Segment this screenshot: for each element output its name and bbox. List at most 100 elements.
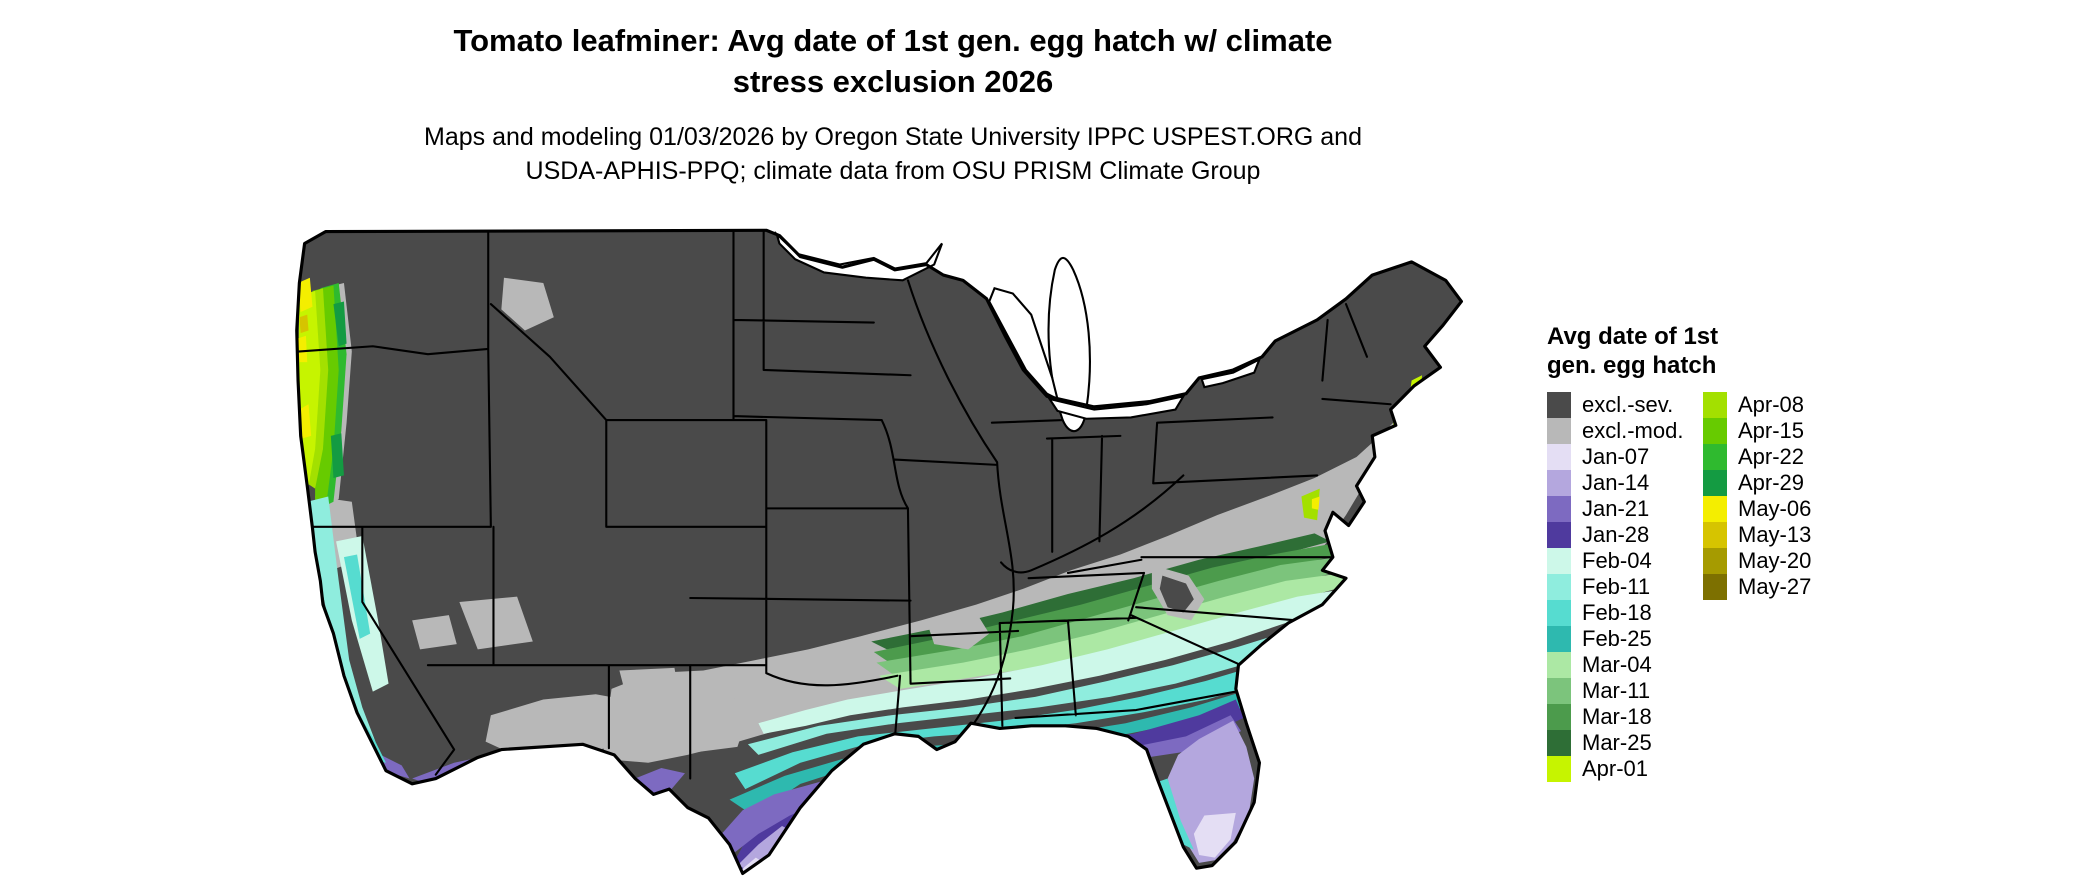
region-jan14 bbox=[737, 720, 1255, 871]
region-excl-mod-intrusions bbox=[669, 565, 1205, 753]
legend-item: Mar-11 bbox=[1547, 678, 1703, 704]
legend-item: May-13 bbox=[1703, 522, 1811, 548]
legend-swatch bbox=[1547, 600, 1571, 626]
title-line-1: Tomato leafminer: Avg date of 1st gen. e… bbox=[453, 23, 1333, 58]
lake-ontario bbox=[1200, 357, 1262, 389]
legend-swatch bbox=[1703, 522, 1727, 548]
legend-title-line-2: gen. egg hatch bbox=[1547, 352, 1717, 379]
legend-item: Apr-29 bbox=[1703, 470, 1811, 496]
region-mar04 bbox=[879, 572, 1347, 689]
legend-swatch bbox=[1547, 574, 1571, 600]
legend-label: Feb-25 bbox=[1582, 626, 1652, 651]
legend-label: Mar-11 bbox=[1582, 678, 1651, 703]
legend-label: Apr-15 bbox=[1738, 418, 1805, 443]
legend-swatch bbox=[1547, 678, 1571, 704]
legend-column-2: Apr-08 Apr-15 Apr-22 Apr-29 May-06 May-1… bbox=[1703, 392, 1811, 782]
legend-label: May-13 bbox=[1738, 522, 1812, 547]
legend-swatch bbox=[1703, 574, 1727, 600]
legend-item: May-20 bbox=[1703, 548, 1811, 574]
legend-item: May-06 bbox=[1703, 496, 1811, 522]
legend-label: Feb-04 bbox=[1582, 548, 1652, 573]
legend-swatch bbox=[1547, 756, 1571, 782]
region-apr29-pnw bbox=[330, 301, 347, 479]
legend-item: excl.-mod. bbox=[1547, 418, 1703, 444]
legend-label: Apr-22 bbox=[1738, 444, 1805, 469]
legend-swatch bbox=[1547, 392, 1571, 418]
us-map bbox=[281, 225, 1527, 884]
us-map-svg bbox=[295, 228, 1464, 876]
legend-swatch bbox=[1703, 548, 1727, 574]
legend-column-1: excl.-sev. excl.-mod. Jan-07 Jan-14 Jan-… bbox=[1547, 392, 1703, 782]
region-jan07 bbox=[740, 812, 1236, 874]
legend-item: Feb-25 bbox=[1547, 626, 1703, 652]
legend-label: May-20 bbox=[1738, 548, 1812, 573]
subtitle-line-2: USDA-APHIS-PPQ; climate data from OSU PR… bbox=[525, 157, 1261, 185]
legend-item: Mar-18 bbox=[1547, 704, 1703, 730]
legend-label: excl.-sev. bbox=[1582, 392, 1674, 417]
legend-swatch bbox=[1547, 418, 1571, 444]
legend-swatch bbox=[1547, 548, 1571, 574]
legend-item: Apr-15 bbox=[1703, 418, 1811, 444]
legend-swatch bbox=[1547, 522, 1571, 548]
legend-item: Jan-21 bbox=[1547, 496, 1703, 522]
legend-item: Jan-28 bbox=[1547, 522, 1703, 548]
legend-label: Feb-11 bbox=[1582, 574, 1651, 599]
region-may13-pnw bbox=[299, 314, 309, 334]
legend-label: Mar-04 bbox=[1582, 652, 1652, 677]
legend-item: Feb-04 bbox=[1547, 548, 1703, 574]
title-line-2: stress exclusion 2026 bbox=[732, 64, 1054, 99]
legend-label: Jan-14 bbox=[1582, 470, 1650, 495]
legend-title-line-1: Avg date of 1st bbox=[1547, 323, 1719, 350]
legend-swatch bbox=[1547, 730, 1571, 756]
map-legend: Avg date of 1st gen. egg hatch excl.-sev… bbox=[1547, 322, 1977, 782]
legend-label: excl.-mod. bbox=[1582, 418, 1684, 443]
legend-item: Jan-14 bbox=[1547, 470, 1703, 496]
page-title: Tomato leafminer: Avg date of 1st gen. e… bbox=[293, 20, 1493, 102]
lake-huron bbox=[988, 286, 1060, 401]
legend-item: Mar-04 bbox=[1547, 652, 1703, 678]
legend-swatch bbox=[1547, 704, 1571, 730]
region-may06-pnw bbox=[298, 277, 313, 439]
legend-label: Mar-18 bbox=[1582, 704, 1652, 729]
legend-item: excl.-sev. bbox=[1547, 392, 1703, 418]
region-mar25 bbox=[871, 533, 1331, 650]
legend-swatch bbox=[1547, 496, 1571, 522]
legend-title: Avg date of 1st gen. egg hatch bbox=[1547, 322, 1977, 380]
legend-swatch bbox=[1547, 470, 1571, 496]
legend-item: Feb-11 bbox=[1547, 574, 1703, 600]
page-subtitle: Maps and modeling 01/03/2026 by Oregon S… bbox=[293, 120, 1493, 188]
region-excl-sev-appalachia bbox=[1159, 575, 1194, 613]
region-may06-eastcoast bbox=[1311, 496, 1320, 510]
legend-label: Mar-25 bbox=[1582, 730, 1652, 755]
state-borders bbox=[297, 230, 1392, 780]
legend-swatch bbox=[1547, 652, 1571, 678]
region-feb04 bbox=[758, 588, 1349, 734]
region-mar11 bbox=[876, 557, 1344, 676]
legend-swatch bbox=[1547, 444, 1571, 470]
legend-label: Apr-29 bbox=[1738, 470, 1805, 495]
legend-label: Apr-08 bbox=[1738, 392, 1805, 417]
legend-item: Apr-08 bbox=[1703, 392, 1811, 418]
legend-item: Jan-07 bbox=[1547, 444, 1703, 470]
legend-item: Feb-18 bbox=[1547, 600, 1703, 626]
legend-item: May-27 bbox=[1703, 574, 1811, 600]
legend-label: Feb-18 bbox=[1582, 600, 1652, 625]
legend-label: Jan-28 bbox=[1582, 522, 1650, 547]
lake-erie bbox=[1047, 394, 1186, 420]
legend-label: Apr-01 bbox=[1582, 756, 1649, 781]
region-feb11 bbox=[747, 609, 1352, 755]
legend-item: Apr-22 bbox=[1703, 444, 1811, 470]
legend-swatch bbox=[1703, 444, 1727, 470]
legend-label: May-06 bbox=[1738, 496, 1812, 521]
legend-swatch bbox=[1703, 496, 1727, 522]
legend-swatch bbox=[1703, 418, 1727, 444]
subtitle-line-1: Maps and modeling 01/03/2026 by Oregon S… bbox=[424, 123, 1362, 151]
legend-item: Mar-25 bbox=[1547, 730, 1703, 756]
legend-label: May-27 bbox=[1738, 574, 1812, 599]
legend-label: Jan-21 bbox=[1582, 496, 1650, 521]
legend-swatch bbox=[1547, 626, 1571, 652]
legend-swatch bbox=[1703, 470, 1727, 496]
region-feb11-california bbox=[307, 496, 376, 747]
legend-columns: excl.-sev. excl.-mod. Jan-07 Jan-14 Jan-… bbox=[1547, 392, 1977, 782]
legend-label: Jan-07 bbox=[1582, 444, 1650, 469]
